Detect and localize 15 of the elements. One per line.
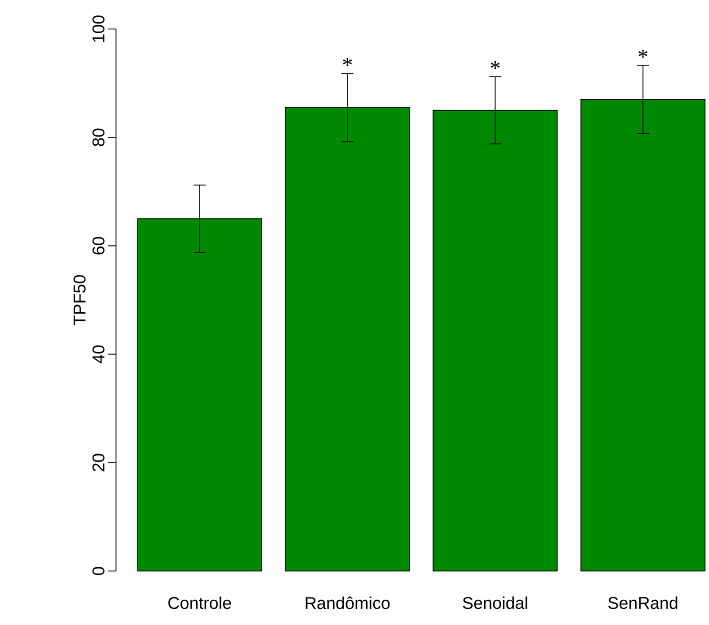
x-tick-label: Senoidal	[462, 596, 528, 610]
annotation: *	[638, 50, 648, 58]
x-tick-label: SenRand	[608, 596, 678, 610]
y-tick-label: 80	[92, 128, 104, 146]
annotation: *	[490, 61, 500, 70]
y-tick-label: 40	[92, 345, 104, 364]
y-axis-title: TPF50	[74, 275, 86, 326]
y-tick-label: 20	[92, 454, 104, 472]
y-tick-label: 60	[92, 237, 104, 254]
x-tick-label: Randômico	[306, 596, 390, 610]
bar	[137, 218, 262, 572]
y-tick-label: 0	[92, 566, 104, 576]
x-tick-label: Controle	[168, 596, 232, 610]
annotation: *	[342, 58, 352, 66]
y-tick-label: 100	[92, 15, 104, 42]
